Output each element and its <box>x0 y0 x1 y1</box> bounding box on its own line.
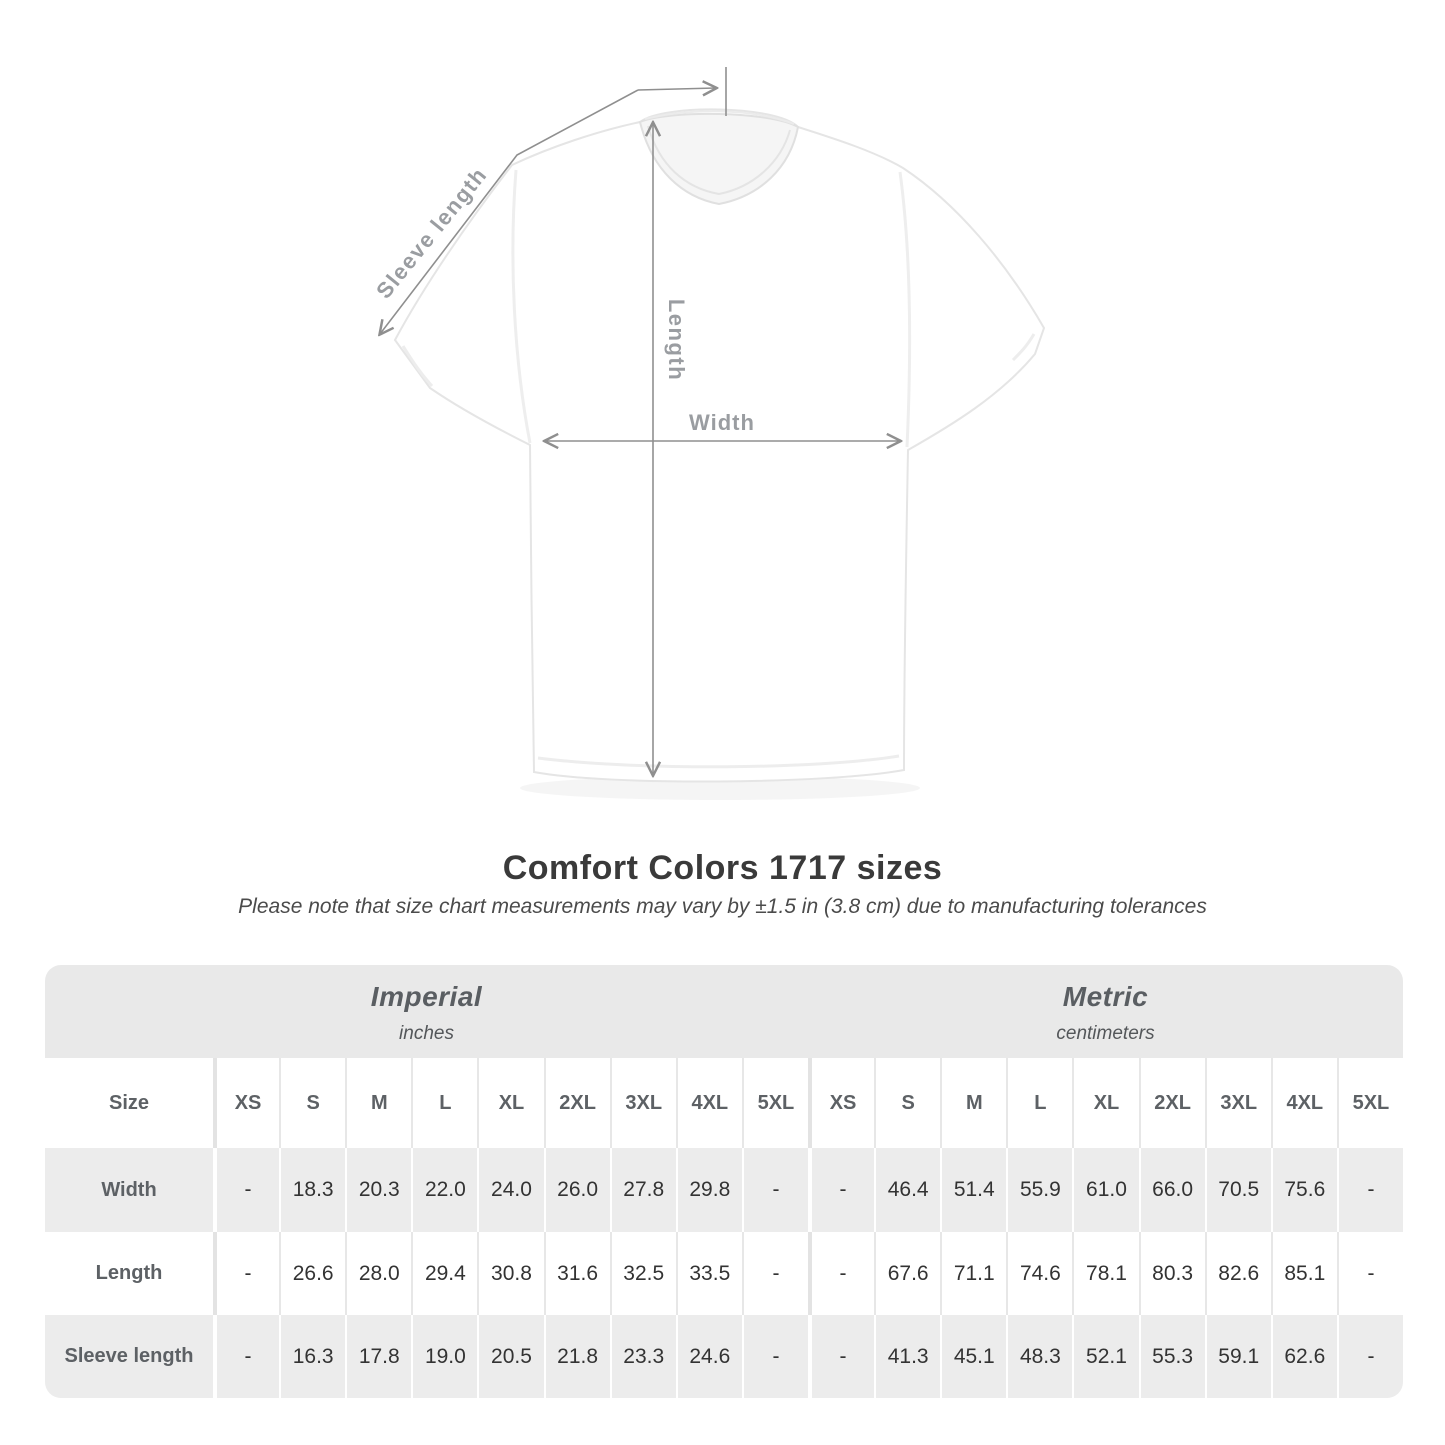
size-cell: 24.0 <box>477 1148 544 1232</box>
size-cell: 80.3 <box>1138 1232 1205 1315</box>
size-cell: 32.5 <box>609 1232 676 1315</box>
size-col-header: XL <box>477 1058 544 1148</box>
size-cell: 19.0 <box>411 1315 478 1398</box>
size-cell: 20.3 <box>345 1148 412 1232</box>
size-col-header: XS <box>213 1058 280 1148</box>
page-title: Comfort Colors 1717 sizes <box>502 849 943 887</box>
size-cell: - <box>808 1232 875 1315</box>
size-cell: 26.6 <box>279 1232 346 1315</box>
size-cell: 28.0 <box>345 1232 412 1315</box>
size-cell: 51.4 <box>940 1148 1007 1232</box>
size-table: Imperial inches Metric centimeters Size X… <box>45 965 1403 1398</box>
size-cell: - <box>741 1315 808 1398</box>
unit-name: Imperial <box>370 981 483 1012</box>
size-cell: 78.1 <box>1072 1232 1139 1315</box>
size-cell: 66.0 <box>1138 1148 1205 1232</box>
size-cell: - <box>213 1315 280 1398</box>
size-cell: 61.0 <box>1072 1148 1139 1232</box>
row-label: Sleeve length <box>45 1315 213 1398</box>
sleeve-arrow-top <box>637 88 716 90</box>
tshirt-body <box>393 108 1046 783</box>
tshirt-collar <box>638 112 800 206</box>
sleeve-arrow-diagonal <box>380 89 639 334</box>
size-cell: - <box>1336 1315 1403 1398</box>
size-cell: 46.4 <box>874 1148 941 1232</box>
size-cell: 29.8 <box>675 1148 742 1232</box>
size-cell: 21.8 <box>543 1315 610 1398</box>
size-cell: 24.6 <box>675 1315 742 1398</box>
length-label: Length <box>664 298 689 382</box>
size-cell: - <box>213 1232 280 1315</box>
size-cell: 70.5 <box>1204 1148 1271 1232</box>
size-cell: 18.3 <box>279 1148 346 1232</box>
size-col-header: 3XL <box>609 1058 676 1148</box>
tshirt-graphic <box>393 108 1046 800</box>
size-cell: - <box>741 1232 808 1315</box>
size-col-header: XS <box>808 1058 875 1148</box>
size-cell: 62.6 <box>1270 1315 1337 1398</box>
size-col-header: L <box>1006 1058 1073 1148</box>
row-label: Length <box>45 1232 213 1315</box>
size-col-header: M <box>345 1058 412 1148</box>
size-cell: - <box>741 1148 808 1232</box>
size-cell: 52.1 <box>1072 1315 1139 1398</box>
row-label: Width <box>45 1148 213 1232</box>
size-cell: 55.9 <box>1006 1148 1073 1232</box>
size-cell: 30.8 <box>477 1232 544 1315</box>
unit-sub: centimeters <box>1056 1023 1155 1044</box>
unit-header-imperial: Imperial inches <box>45 965 808 1058</box>
size-cell: 59.1 <box>1204 1315 1271 1398</box>
size-col-header: 4XL <box>1270 1058 1337 1148</box>
size-cell: 55.3 <box>1138 1315 1205 1398</box>
size-cell: - <box>213 1148 280 1232</box>
tshirt-measurement-diagram <box>0 67 1046 800</box>
size-cell: 23.3 <box>609 1315 676 1398</box>
size-cell: - <box>1336 1232 1403 1315</box>
size-col-header: 4XL <box>675 1058 742 1148</box>
size-cell: 41.3 <box>874 1315 941 1398</box>
size-cell: 82.6 <box>1204 1232 1271 1315</box>
measurement-arrows <box>380 67 900 775</box>
size-col-header: 3XL <box>1204 1058 1271 1148</box>
size-cell: 26.0 <box>543 1148 610 1232</box>
size-col-header: M <box>940 1058 1007 1148</box>
size-col-header: 2XL <box>1138 1058 1205 1148</box>
size-cell: 33.5 <box>675 1232 742 1315</box>
size-cell: - <box>808 1148 875 1232</box>
size-col-header: L <box>411 1058 478 1148</box>
unit-sub: inches <box>399 1023 454 1044</box>
size-col-header: 5XL <box>1336 1058 1403 1148</box>
size-cell: - <box>1336 1148 1403 1232</box>
size-col-header: 5XL <box>741 1058 808 1148</box>
size-cell: 45.1 <box>940 1315 1007 1398</box>
size-cell: 20.5 <box>477 1315 544 1398</box>
size-cell: 75.6 <box>1270 1148 1337 1232</box>
size-cell: 22.0 <box>411 1148 478 1232</box>
size-grid: Imperial inches Metric centimeters Size X… <box>45 965 1403 1398</box>
width-label: Width <box>689 410 755 435</box>
size-cell: 74.6 <box>1006 1232 1073 1315</box>
size-cell: 31.6 <box>543 1232 610 1315</box>
size-cell: 48.3 <box>1006 1315 1073 1398</box>
tolerance-note: Please note that size chart measurements… <box>238 895 1207 918</box>
unit-header-metric: Metric centimeters <box>808 965 1403 1058</box>
size-cell: 85.1 <box>1270 1232 1337 1315</box>
size-col-header: S <box>874 1058 941 1148</box>
size-cell: 29.4 <box>411 1232 478 1315</box>
size-cell: 27.8 <box>609 1148 676 1232</box>
size-cell: 16.3 <box>279 1315 346 1398</box>
unit-name: Metric <box>1062 981 1149 1012</box>
size-col-header: 2XL <box>543 1058 610 1148</box>
size-cell: 17.8 <box>345 1315 412 1398</box>
size-cell: - <box>808 1315 875 1398</box>
size-row-label: Size <box>45 1058 213 1148</box>
size-col-header: XL <box>1072 1058 1139 1148</box>
size-col-header: S <box>279 1058 346 1148</box>
size-cell: 67.6 <box>874 1232 941 1315</box>
size-cell: 71.1 <box>940 1232 1007 1315</box>
